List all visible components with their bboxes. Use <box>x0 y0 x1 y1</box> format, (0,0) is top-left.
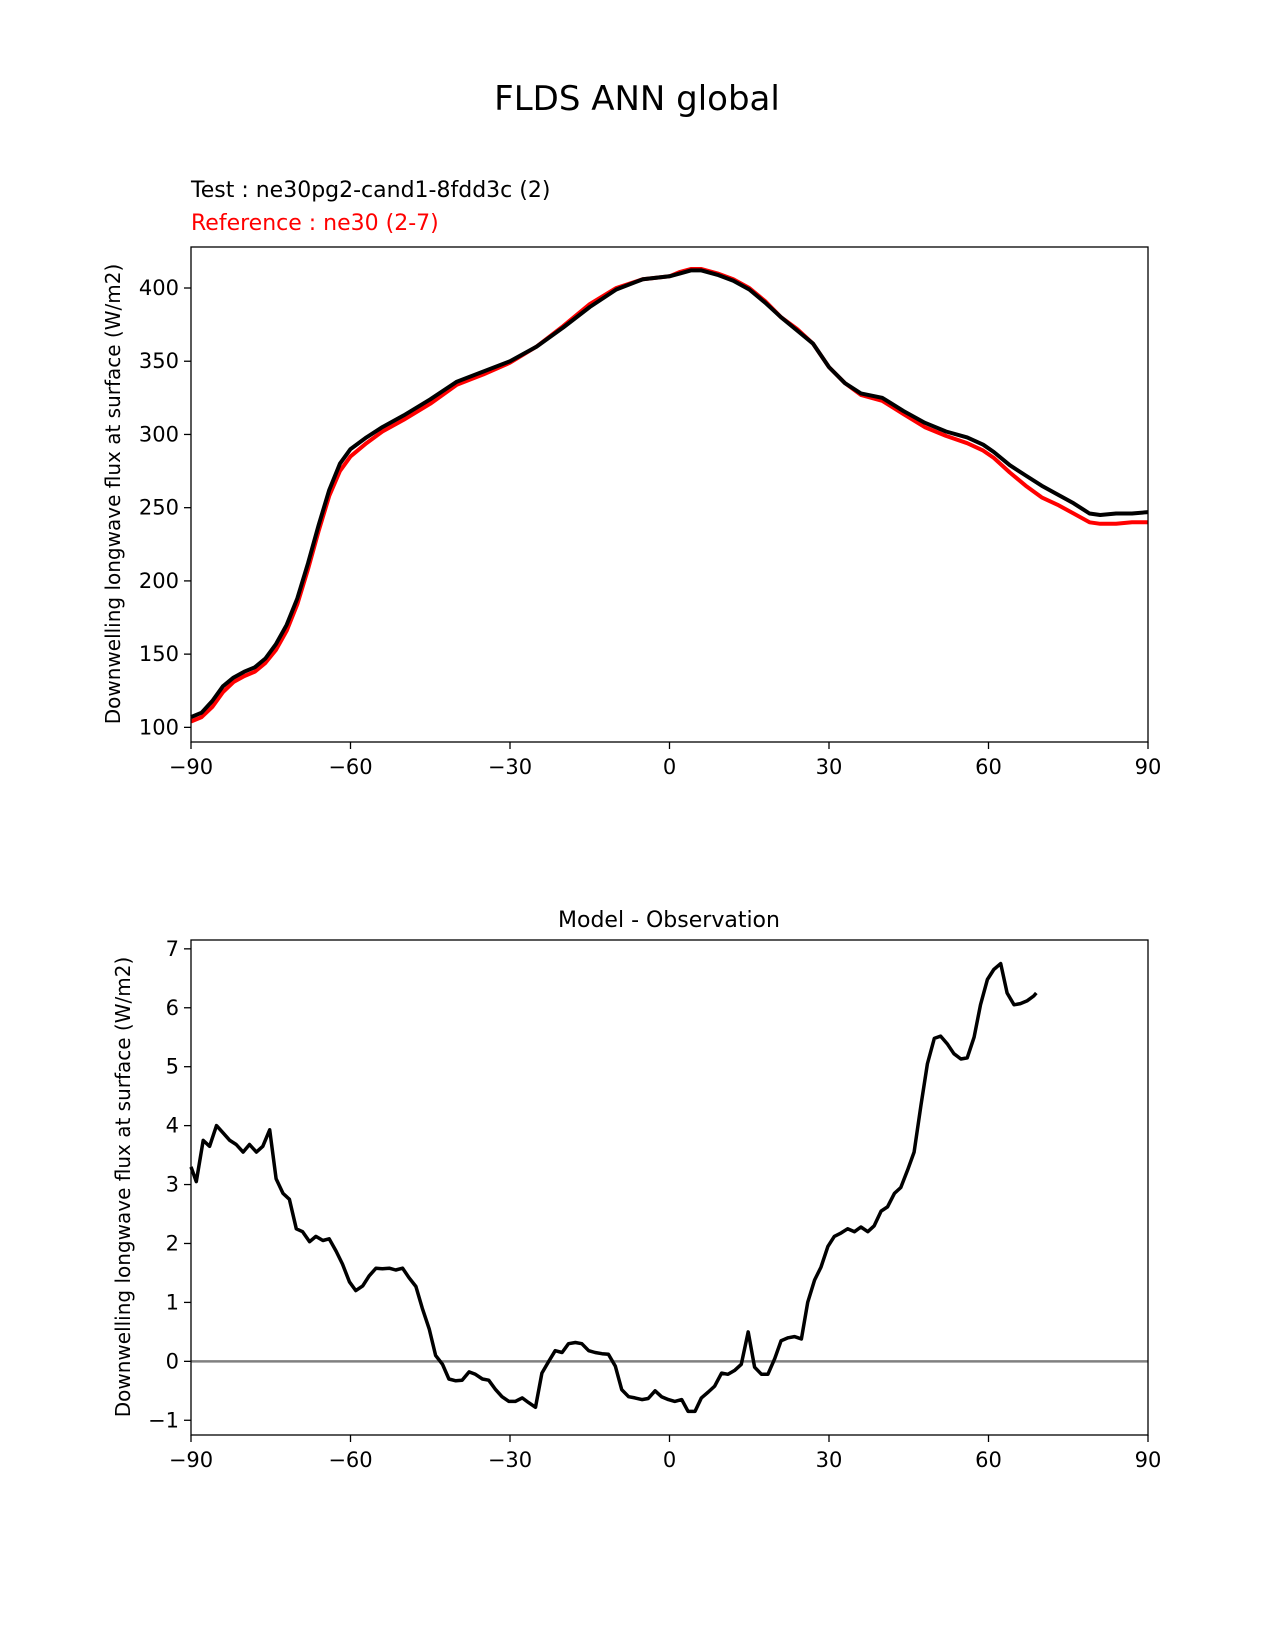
top-x-tick-label: 0 <box>663 755 676 779</box>
bottom-x-tick-label: −90 <box>169 1448 213 1472</box>
top-y-tick-label: 100 <box>139 715 179 739</box>
bottom-y-tick-label: 6 <box>166 996 179 1020</box>
bottom-x-tick-label: 0 <box>663 1448 676 1472</box>
bottom-panel-title: Model - Observation <box>558 908 780 933</box>
top-reference-label: Reference : ne30 (2-7) <box>191 211 439 236</box>
top-x-axis: −90 −60 −30 0 30 60 90 <box>169 742 1162 779</box>
top-y-tick-label: 350 <box>139 349 179 373</box>
bottom-panel: Model - Observation −90 −60 −30 0 30 60 90 −1 0… <box>111 908 1161 1472</box>
top-x-tick-label: −60 <box>328 755 372 779</box>
bottom-x-axis: −90 −60 −30 0 30 60 90 <box>169 1435 1162 1472</box>
top-x-tick-label: 90 <box>1135 755 1162 779</box>
top-x-tick-label: −90 <box>169 755 213 779</box>
top-panel: Test : ne30pg2-cand1-8fdd3c (2) Referenc… <box>101 178 1161 779</box>
bottom-y-tick-label: −1 <box>148 1408 179 1432</box>
bottom-y-tick-label: 5 <box>166 1055 179 1079</box>
bottom-y-tick-label: 0 <box>166 1349 179 1373</box>
top-series-line-test <box>190 268 1149 719</box>
bottom-series-line-difference <box>189 961 1038 1414</box>
bottom-y-tick-label: 7 <box>166 937 179 961</box>
bottom-y-axis-label: Downwelling longwave flux at surface (W/… <box>111 957 135 1418</box>
bottom-x-tick-label: 30 <box>816 1448 843 1472</box>
top-y-axis: 100 150 200 250 300 350 400 <box>139 276 191 739</box>
top-test-label: Test : ne30pg2-cand1-8fdd3c (2) <box>190 178 550 203</box>
top-y-tick-label: 400 <box>139 276 179 300</box>
top-y-tick-label: 300 <box>139 422 179 446</box>
top-x-tick-label: 60 <box>975 755 1002 779</box>
bottom-y-tick-label: 4 <box>166 1114 179 1138</box>
figure-title: FLDS ANN global <box>494 79 780 119</box>
top-y-tick-label: 200 <box>139 569 179 593</box>
bottom-y-tick-label: 3 <box>166 1173 179 1197</box>
top-x-tick-label: −30 <box>488 755 532 779</box>
bottom-x-tick-label: 90 <box>1135 1448 1162 1472</box>
bottom-x-tick-label: 60 <box>975 1448 1002 1472</box>
top-series-group <box>190 267 1149 724</box>
top-series-line-reference <box>190 267 1148 724</box>
bottom-y-axis: −1 0 1 2 3 4 5 6 7 <box>148 937 191 1432</box>
bottom-y-tick-label: 1 <box>166 1290 179 1314</box>
bottom-x-tick-label: −60 <box>328 1448 372 1472</box>
top-plot-frame <box>190 246 1149 743</box>
top-y-tick-label: 150 <box>139 642 179 666</box>
top-x-tick-label: 30 <box>816 755 843 779</box>
top-y-axis-label: Downwelling longwave flux at surface (W/… <box>101 264 125 725</box>
bottom-y-tick-label: 2 <box>166 1231 179 1255</box>
bottom-x-tick-label: −30 <box>488 1448 532 1472</box>
top-y-tick-label: 250 <box>139 496 179 520</box>
